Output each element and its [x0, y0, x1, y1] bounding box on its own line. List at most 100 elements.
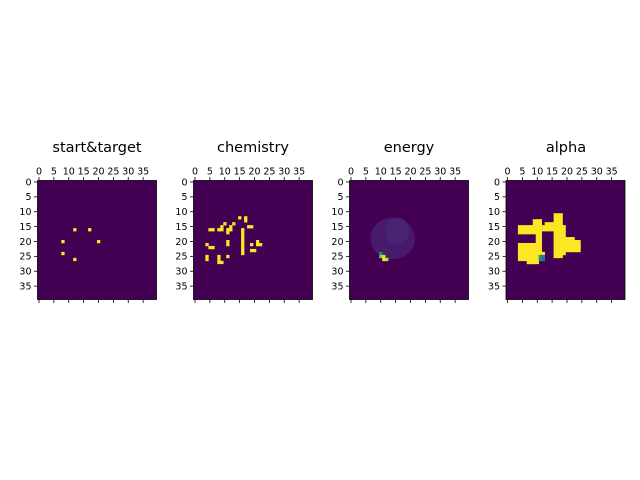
y-tick-label: 15	[19, 222, 31, 233]
heatmap-cell	[208, 246, 211, 249]
heatmap-cell	[208, 228, 211, 231]
x-tick-label: 20	[92, 167, 104, 178]
heatmap-region	[518, 225, 533, 234]
heatmap-cell	[205, 258, 208, 261]
y-tick-label: 25	[19, 252, 31, 263]
y-tick-label: 10	[19, 207, 31, 218]
heatmap-cell	[241, 240, 244, 243]
x-tick-label: 15	[390, 167, 402, 178]
y-tick-label: 20	[19, 237, 31, 248]
heatmap-region	[536, 231, 542, 252]
heatmap-cell	[241, 246, 244, 249]
heatmap-cell	[256, 243, 259, 246]
y-tick-label: 30	[19, 267, 31, 278]
x-tick-label: 0	[348, 167, 354, 178]
heatmap-cell	[539, 258, 542, 261]
y-tick-label: 35	[488, 281, 500, 292]
heatmap-region	[563, 246, 581, 252]
panel-title: chemistry	[217, 140, 289, 156]
heatmap-cell	[379, 255, 382, 258]
heatmap-cell	[226, 255, 229, 258]
heatmap-region	[527, 258, 539, 264]
heatmap-cell	[241, 231, 244, 234]
heatmap-cell	[238, 216, 241, 219]
panel-start-target: start&target 0 5 10 15 20 25 30 350510152025303…	[19, 140, 156, 303]
heatmap-cell	[97, 240, 100, 243]
heatmap-cell	[382, 255, 385, 258]
x-tick-label: 0	[36, 167, 42, 178]
heatmap-cell	[205, 243, 208, 246]
heatmap-cell	[217, 228, 220, 231]
x-tick-label: 25	[576, 167, 588, 178]
y-tick-label: 0	[25, 177, 31, 188]
heatmap-cell	[250, 225, 253, 228]
y-tick-label: 5	[337, 192, 343, 203]
x-tick-label: 0	[504, 167, 510, 178]
heatmap-cell	[229, 225, 232, 228]
x-tick-label: 5	[207, 167, 213, 178]
heatmap-cell	[226, 240, 229, 243]
heatmap-cell	[247, 225, 250, 228]
heatmap-cell	[220, 228, 223, 231]
heatmap-cell	[226, 228, 229, 231]
heatmap-cell	[220, 225, 223, 228]
heatmap-region	[542, 225, 554, 231]
heatmap-region	[518, 243, 527, 261]
heatmap-cell	[256, 240, 259, 243]
heatmap-cell	[379, 252, 382, 255]
y-tick-label: 5	[494, 192, 500, 203]
heatmap-region	[385, 218, 409, 245]
x-tick-label: 25	[107, 167, 119, 178]
heatmap-cell	[226, 243, 229, 246]
heatmap-region	[554, 213, 563, 225]
x-tick-label: 20	[404, 167, 416, 178]
heatmap-cell	[88, 228, 91, 231]
y-tick-label: 35	[19, 281, 31, 292]
heatmap-cell	[61, 240, 64, 243]
x-tick-label: 5	[363, 167, 369, 178]
x-tick-label: 30	[591, 167, 603, 178]
x-tick-label: 35	[137, 167, 149, 178]
heatmap-background	[194, 181, 313, 300]
x-tick-label: 30	[278, 167, 290, 178]
heatmap-region	[554, 225, 563, 258]
panel-title: start&target	[52, 140, 141, 156]
x-tick-label: 15	[546, 167, 558, 178]
y-tick-label: 0	[494, 177, 500, 188]
x-tick-label: 15	[78, 167, 90, 178]
heatmap-cell	[241, 249, 244, 252]
heatmap-cell	[217, 255, 220, 258]
y-tick-label: 25	[488, 252, 500, 263]
heatmap-cell	[259, 243, 262, 246]
heatmap-cell	[542, 258, 545, 261]
heatmap-cell	[253, 249, 256, 252]
heatmap-cell	[61, 252, 64, 255]
heatmap-cell	[244, 219, 247, 222]
y-tick-label: 35	[331, 281, 343, 292]
x-tick-label: 10	[63, 167, 75, 178]
y-tick-label: 25	[331, 252, 343, 263]
panel-chemistry: chemistry 0 5 10 15 20 25 30 3505101520253035	[175, 140, 312, 303]
heatmap-cell	[539, 255, 542, 258]
y-tick-label: 5	[25, 192, 31, 203]
x-tick-label: 25	[419, 167, 431, 178]
x-tick-label: 30	[122, 167, 134, 178]
x-tick-label: 25	[263, 167, 275, 178]
y-tick-label: 30	[331, 267, 343, 278]
panel-title: alpha	[546, 140, 586, 156]
y-tick-label: 10	[331, 207, 343, 218]
heatmap-cell	[385, 258, 388, 261]
x-tick-label: 30	[434, 167, 446, 178]
heatmap-cell	[217, 261, 220, 264]
heatmap-cell	[250, 249, 253, 252]
heatmap-cell	[542, 255, 545, 258]
panel-title: energy	[384, 140, 435, 156]
heatmap-cell	[229, 228, 232, 231]
y-tick-label: 5	[181, 192, 187, 203]
x-tick-label: 15	[234, 167, 246, 178]
y-tick-label: 20	[488, 237, 500, 248]
heatmap-cell	[73, 228, 76, 231]
